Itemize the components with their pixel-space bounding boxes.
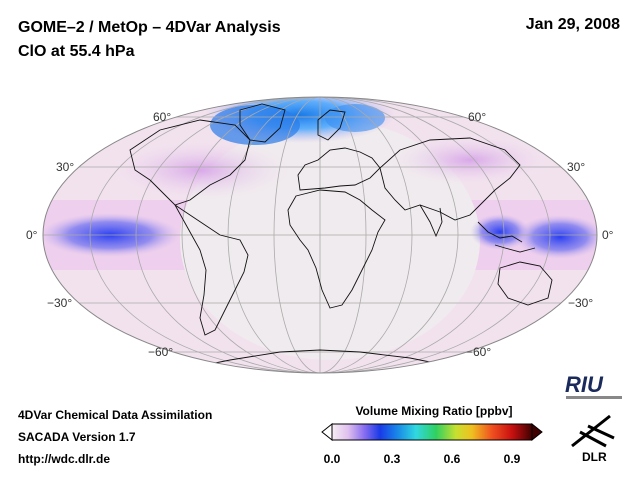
colorbar-tick-1: 0.3 xyxy=(383,452,401,466)
lat-label-s60-left: −60° xyxy=(148,345,174,359)
field-layer xyxy=(43,97,597,373)
colorbar-tick-3: 0.9 xyxy=(503,452,521,466)
lat-label-s60-right: −60° xyxy=(466,345,492,359)
colorbar-min-arrow xyxy=(321,422,333,442)
lat-label-s30-left: −30° xyxy=(47,296,73,310)
dlr-logo-text: DLR xyxy=(582,450,607,464)
title-line-1: GOME–2 / MetOp – 4DVar Analysis xyxy=(18,19,281,36)
title-line-2: ClO at 55.4 hPa xyxy=(18,43,135,60)
coastlines xyxy=(129,103,553,371)
riu-logo: RIU xyxy=(565,372,603,397)
credit-url: http://wdc.dlr.de xyxy=(18,452,110,466)
colorbar-tick-2: 0.6 xyxy=(443,452,461,466)
dlr-logo-icon xyxy=(571,414,615,448)
lat-label-n30-right: 30° xyxy=(567,160,586,174)
lat-label-eq-left: 0° xyxy=(26,228,38,242)
colorbar-gradient xyxy=(331,423,533,441)
colorbar-tick-0: 0.0 xyxy=(323,452,341,466)
lat-label-eq-right: 0° xyxy=(602,228,614,242)
credit-line-1: 4DVar Chemical Data Assimilation xyxy=(18,408,213,422)
colorbar xyxy=(321,422,543,442)
map-title: GOME–2 / MetOp – 4DVar Analysis ClO at 5… xyxy=(18,16,281,64)
riu-logo-bar xyxy=(566,396,622,399)
analysis-date: Jan 29, 2008 xyxy=(525,16,620,33)
colorbar-max-arrow xyxy=(531,422,543,442)
credits: 4DVar Chemical Data Assimilation SACADA … xyxy=(18,404,212,470)
lat-label-n30-left: 30° xyxy=(56,160,75,174)
lat-label-n60-left: 60° xyxy=(153,110,172,124)
lat-label-s30-right: −30° xyxy=(568,296,594,310)
globe-outline xyxy=(42,96,598,374)
lat-label-n60-right: 60° xyxy=(468,110,487,124)
graticule xyxy=(43,97,597,373)
colorbar-title: Volume Mixing Ratio [ppbv] xyxy=(355,404,513,418)
credit-line-2: SACADA Version 1.7 xyxy=(18,430,136,444)
